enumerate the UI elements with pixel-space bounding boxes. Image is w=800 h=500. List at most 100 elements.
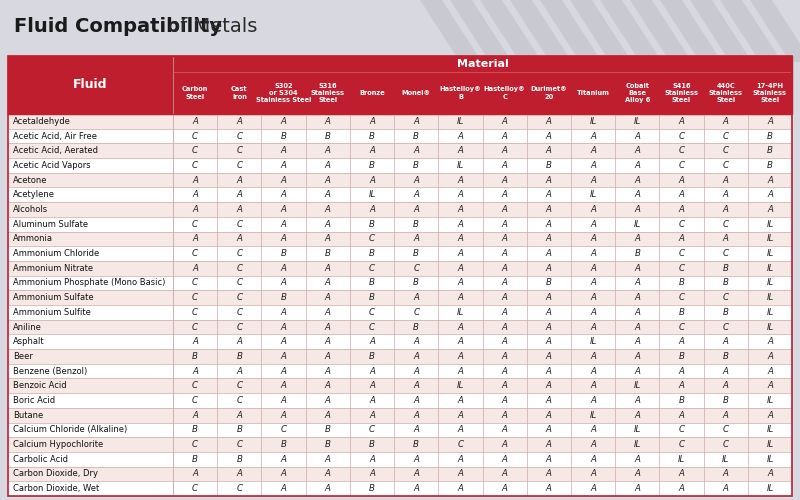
Text: A: A [369,117,375,126]
Text: A: A [281,190,286,200]
Text: C: C [236,293,242,302]
Text: IL: IL [590,117,597,126]
Text: IL: IL [457,308,464,317]
Bar [218,72,262,114]
Text: A: A [281,220,286,228]
Text: C: C [236,249,242,258]
Text: A: A [546,455,552,464]
Bar [218,305,262,320]
Bar [526,232,571,246]
Text: A: A [502,117,507,126]
Text: A: A [414,146,419,155]
Text: A: A [281,176,286,184]
Bar [571,202,615,217]
Text: C: C [678,264,685,273]
Bar [748,378,792,393]
Bar [438,422,482,437]
Text: Benzene (Benzol): Benzene (Benzol) [13,366,87,376]
Bar [350,188,394,202]
Text: C: C [192,278,198,287]
Text: of Metals: of Metals [162,16,258,36]
Bar [350,320,394,334]
Bar [306,173,350,188]
Bar [173,144,218,158]
Bar [659,217,703,232]
Text: Hastelloy®
C: Hastelloy® C [484,86,526,100]
Bar [394,466,438,481]
Text: A: A [414,366,419,376]
Text: IL: IL [634,220,641,228]
Text: C: C [192,440,198,449]
Text: Aniline: Aniline [13,322,42,332]
Text: A: A [369,205,375,214]
Bar [306,320,350,334]
Text: A: A [458,234,463,244]
Text: A: A [590,161,596,170]
Bar [8,437,173,452]
Text: IL: IL [766,234,774,244]
Text: Acetic Acid, Air Free: Acetic Acid, Air Free [13,132,97,140]
Bar [438,378,482,393]
Bar [659,393,703,408]
Bar [262,422,306,437]
Bar [262,261,306,276]
Bar [615,246,659,261]
Bar [703,349,748,364]
Text: A: A [634,308,640,317]
Text: A: A [546,220,552,228]
Bar [218,466,262,481]
Bar [526,364,571,378]
Text: B: B [767,132,773,140]
Text: A: A [590,484,596,493]
Text: A: A [634,132,640,140]
Text: B: B [414,132,419,140]
Bar [8,173,173,188]
Bar [526,334,571,349]
Bar [482,173,526,188]
Bar [482,482,526,496]
Text: A: A [590,264,596,273]
Bar [262,173,306,188]
Bar [748,320,792,334]
Bar [482,422,526,437]
Text: A: A [590,396,596,405]
Bar [748,393,792,408]
Bar [394,305,438,320]
Text: IL: IL [678,455,685,464]
Text: A: A [458,410,463,420]
Bar [8,452,173,466]
Bar [438,452,482,466]
Bar [350,378,394,393]
Text: A: A [634,396,640,405]
Bar [571,408,615,422]
Text: A: A [414,455,419,464]
Bar [306,437,350,452]
Bar [350,466,394,481]
Bar [350,144,394,158]
Bar [526,158,571,173]
Text: A: A [634,484,640,493]
Bar [526,246,571,261]
Bar [394,173,438,188]
Text: Durimet®
20: Durimet® 20 [530,86,567,100]
Bar [173,452,218,466]
Text: A: A [546,308,552,317]
Bar [262,305,306,320]
Text: B: B [414,249,419,258]
Bar [703,202,748,217]
Text: A: A [634,190,640,200]
Bar [615,482,659,496]
Bar [394,232,438,246]
Text: A: A [458,249,463,258]
Bar [438,217,482,232]
Bar [8,364,173,378]
Bar [615,114,659,128]
Bar [703,378,748,393]
Text: A: A [590,278,596,287]
Bar [262,114,306,128]
Bar [350,437,394,452]
Text: A: A [634,337,640,346]
Text: A: A [722,117,729,126]
Bar [438,173,482,188]
Text: A: A [458,366,463,376]
